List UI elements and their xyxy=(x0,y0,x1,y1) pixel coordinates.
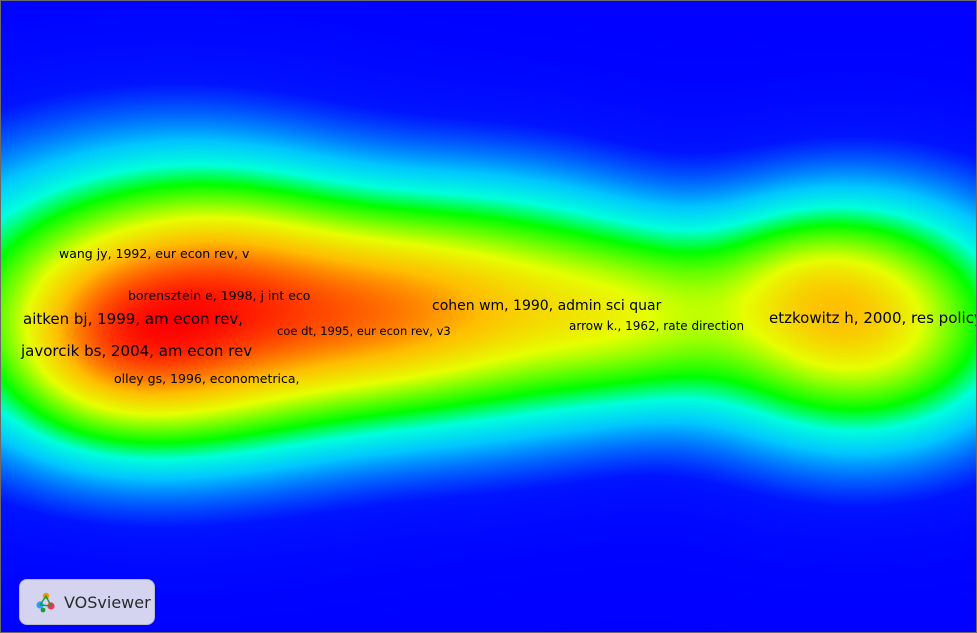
item-label[interactable]: wang jy, 1992, eur econ rev, v xyxy=(59,246,250,261)
vosviewer-logo: VOSviewer xyxy=(19,579,155,625)
item-label[interactable]: aitken bj, 1999, am econ rev, xyxy=(23,310,244,328)
item-label[interactable]: arrow k., 1962, rate direction xyxy=(569,319,745,333)
vosviewer-wordmark: VOSviewer xyxy=(64,592,151,612)
item-label[interactable]: coe dt, 1995, eur econ rev, v3 xyxy=(277,324,451,338)
item-label[interactable]: javorcik bs, 2004, am econ rev xyxy=(21,342,253,360)
vosviewer-logo-icon xyxy=(36,592,55,613)
item-label[interactable]: borensztein e, 1998, j int eco xyxy=(128,288,311,303)
item-label[interactable]: cohen wm, 1990, admin sci quar xyxy=(432,298,662,314)
item-label[interactable]: etzkowitz h, 2000, res policy, xyxy=(769,309,977,327)
item-label[interactable]: olley gs, 1996, econometrica, xyxy=(114,371,300,386)
